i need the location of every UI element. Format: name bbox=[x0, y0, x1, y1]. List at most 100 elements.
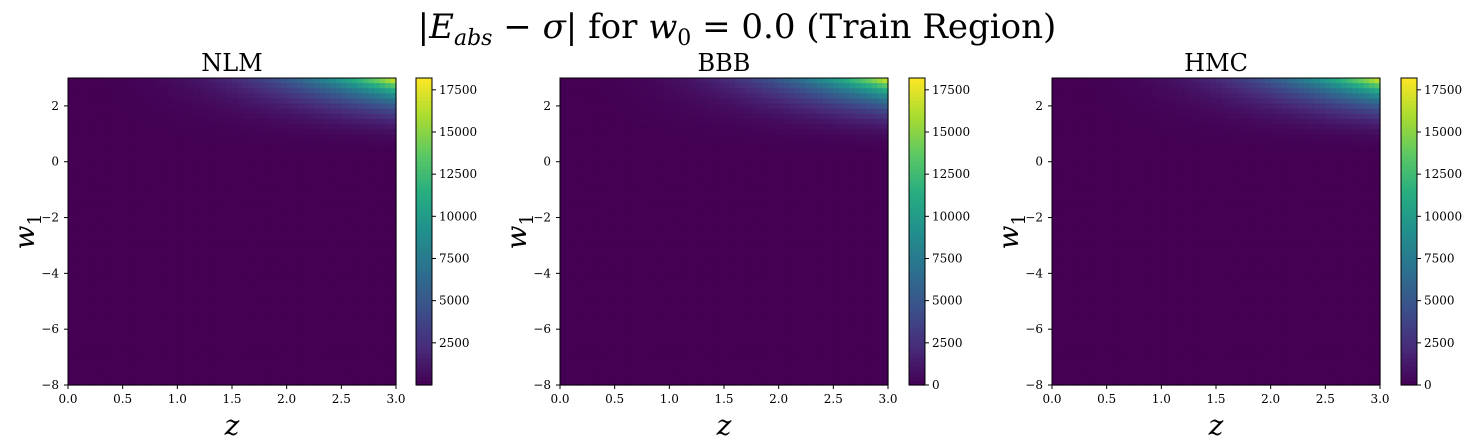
heatmap-cell bbox=[188, 205, 195, 212]
heatmap-cell bbox=[292, 277, 299, 284]
heatmap-cell bbox=[242, 267, 249, 274]
heatmap-cell bbox=[598, 216, 605, 222]
heatmap-cell bbox=[625, 144, 632, 151]
heatmap-cell bbox=[199, 298, 206, 304]
heatmap-cell bbox=[303, 287, 310, 294]
heatmap-cell bbox=[160, 374, 167, 381]
heatmap-cell bbox=[182, 379, 189, 386]
heatmap-cell bbox=[150, 144, 157, 151]
heatmap-cell bbox=[379, 139, 386, 146]
heatmap-cell bbox=[232, 185, 239, 192]
heatmap-cell bbox=[346, 205, 353, 212]
heatmap-cell bbox=[308, 251, 315, 258]
heatmap-cell bbox=[155, 333, 162, 340]
heatmap-cell bbox=[204, 103, 211, 110]
heatmap-cell bbox=[330, 149, 337, 156]
heatmap-cell bbox=[341, 144, 348, 151]
heatmap-cell bbox=[592, 103, 599, 110]
heatmap-cell bbox=[182, 298, 189, 304]
heatmap-cell bbox=[232, 129, 239, 135]
heatmap-cell bbox=[314, 338, 321, 345]
heatmap-cell bbox=[303, 205, 310, 212]
heatmap-cell bbox=[100, 164, 107, 171]
heatmap-cell bbox=[303, 292, 310, 299]
heatmap-cell bbox=[631, 149, 638, 156]
heatmap-cell bbox=[215, 287, 222, 294]
heatmap-cell bbox=[314, 159, 321, 166]
heatmap-cell bbox=[117, 103, 124, 110]
heatmap-cell bbox=[346, 323, 353, 330]
heatmap-cell bbox=[248, 282, 255, 289]
heatmap-cell bbox=[84, 108, 91, 115]
heatmap-cell bbox=[374, 231, 381, 238]
heatmap-cell bbox=[341, 216, 348, 222]
heatmap-cell bbox=[264, 118, 271, 125]
heatmap-cell bbox=[237, 98, 244, 105]
heatmap-cell bbox=[248, 113, 255, 120]
heatmap-cell bbox=[270, 221, 277, 227]
heatmap-cell bbox=[160, 262, 167, 268]
heatmap-cell bbox=[379, 118, 386, 125]
heatmap-cell bbox=[581, 103, 588, 110]
heatmap-cell bbox=[193, 364, 200, 371]
heatmap-cell bbox=[226, 164, 233, 171]
heatmap-cell bbox=[647, 211, 654, 217]
heatmap-cell bbox=[308, 205, 315, 212]
heatmap-cell bbox=[281, 216, 288, 222]
heatmap-cell bbox=[73, 103, 80, 110]
heatmap-cell bbox=[199, 216, 206, 222]
heatmap-cell bbox=[642, 221, 649, 227]
heatmap-cell bbox=[117, 267, 124, 274]
heatmap-cell bbox=[221, 328, 228, 335]
heatmap-cell bbox=[150, 175, 157, 181]
heatmap-cell bbox=[642, 139, 649, 146]
heatmap-cell bbox=[68, 216, 75, 222]
heatmap-cell bbox=[346, 180, 353, 187]
heatmap-cell bbox=[199, 139, 206, 146]
heatmap-cell bbox=[379, 267, 386, 274]
heatmap-cell bbox=[297, 344, 304, 350]
heatmap-cell bbox=[631, 154, 638, 161]
heatmap-cell bbox=[636, 344, 643, 350]
heatmap-cell bbox=[221, 349, 228, 355]
heatmap-cell bbox=[89, 221, 96, 227]
heatmap-cell bbox=[171, 98, 178, 105]
heatmap-cell bbox=[117, 282, 124, 289]
heatmap-cell bbox=[215, 303, 222, 309]
heatmap-cell bbox=[292, 287, 299, 294]
heatmap-cell bbox=[625, 170, 632, 176]
heatmap-cell bbox=[587, 221, 594, 227]
heatmap-cell bbox=[215, 292, 222, 299]
heatmap-cell bbox=[647, 98, 654, 105]
heatmap-cell bbox=[166, 292, 173, 299]
heatmap-cell bbox=[270, 134, 277, 140]
heatmap-cell bbox=[275, 251, 282, 258]
heatmap-cell bbox=[160, 354, 167, 361]
heatmap-cell bbox=[259, 246, 266, 253]
heatmap-cell bbox=[275, 308, 282, 314]
heatmap-cell bbox=[270, 257, 277, 263]
heatmap-cell bbox=[226, 282, 233, 289]
heatmap-cell bbox=[210, 323, 217, 330]
heatmap-cell bbox=[614, 267, 621, 274]
heatmap-cell bbox=[133, 287, 140, 294]
heatmap-cell bbox=[182, 267, 189, 274]
heatmap-cell bbox=[210, 139, 217, 146]
heatmap-cell bbox=[150, 364, 157, 371]
heatmap-cell bbox=[374, 118, 381, 125]
heatmap-cell bbox=[576, 129, 583, 135]
heatmap-cell bbox=[609, 103, 616, 110]
heatmap-cell bbox=[84, 88, 91, 94]
heatmap-cell bbox=[166, 98, 173, 105]
heatmap-cell bbox=[592, 323, 599, 330]
heatmap-cell bbox=[226, 277, 233, 284]
heatmap-cell bbox=[259, 318, 266, 325]
heatmap-cell bbox=[144, 251, 151, 258]
heatmap-cell bbox=[669, 149, 676, 156]
heatmap-cell bbox=[237, 164, 244, 171]
heatmap-cell bbox=[292, 328, 299, 335]
heatmap-cell bbox=[106, 211, 113, 217]
heatmap-cell bbox=[95, 318, 102, 325]
heatmap-cell bbox=[324, 379, 331, 386]
heatmap-cell bbox=[652, 98, 659, 105]
